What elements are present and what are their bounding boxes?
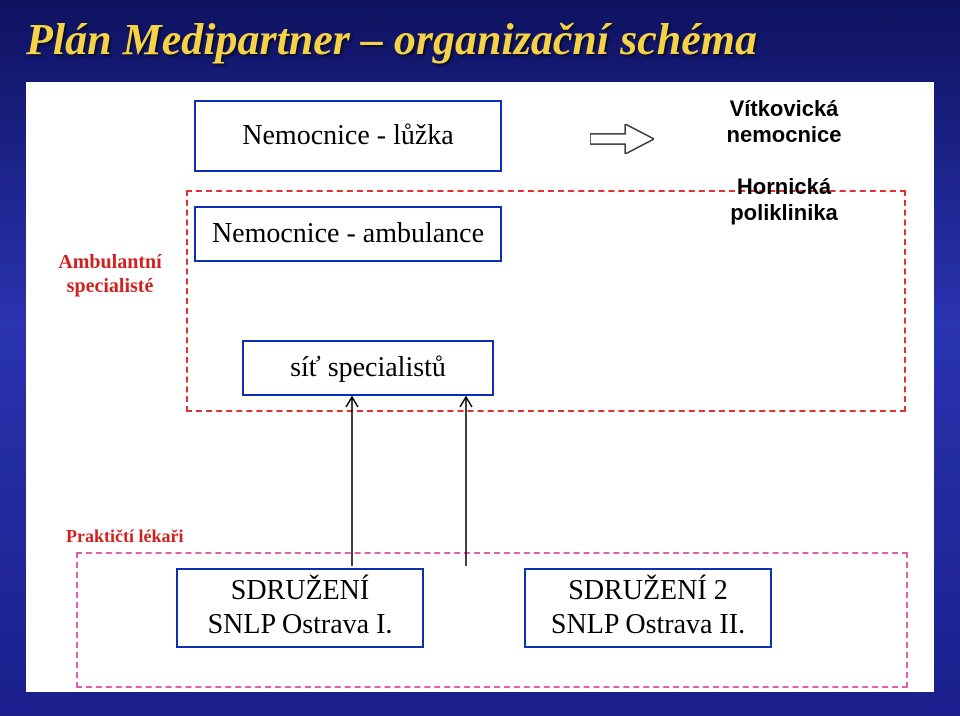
- label-ambulantni-specialiste: Ambulantní specialisté: [40, 250, 180, 298]
- text-sdruzeni-1-line2: SNLP Ostrava I.: [208, 609, 393, 640]
- box-nemocnice-ambulance: Nemocnice - ambulance: [194, 206, 502, 262]
- box-sit-specialistu: síť specialistů: [242, 340, 494, 396]
- text-vitkovicka-line1: Vítkovická: [730, 96, 839, 121]
- text-ambulantni-line2: specialisté: [67, 275, 154, 297]
- arrow-icon: [590, 124, 654, 154]
- label-nemocnice-ambulance: Nemocnice - ambulance: [212, 217, 484, 251]
- text-ambulantni-line1: Ambulantní: [58, 251, 161, 273]
- text-hornicka-line2: poliklinika: [730, 200, 838, 225]
- slide: Plán Medipartner – organizační schéma Ne…: [0, 0, 960, 716]
- label-nemocnice-luzka: Nemocnice - lůžka: [242, 119, 453, 153]
- slide-title: Plán Medipartner – organizační schéma: [26, 14, 757, 65]
- text-sdruzeni-1-line1: SDRUŽENÍ: [231, 575, 369, 606]
- label-vitkovicka-nemocnice: Vítkovická nemocnice: [684, 96, 884, 149]
- label-sdruzeni-1: SDRUŽENÍ SNLP Ostrava I.: [208, 574, 393, 641]
- label-sdruzeni-2: SDRUŽENÍ 2 SNLP Ostrava II.: [551, 574, 745, 641]
- box-nemocnice-luzka: Nemocnice - lůžka: [194, 100, 502, 172]
- label-sit-specialistu: síť specialistů: [290, 352, 446, 384]
- text-vitkovicka-line2: nemocnice: [727, 122, 842, 147]
- box-sdruzeni-2: SDRUŽENÍ 2 SNLP Ostrava II.: [524, 568, 772, 648]
- label-hornicka-poliklinika: Hornická poliklinika: [684, 174, 884, 227]
- text-sdruzeni-2-line1: SDRUŽENÍ 2: [568, 575, 727, 606]
- label-prakticti-lekari: Praktičtí lékaři: [66, 526, 246, 548]
- box-sdruzeni-1: SDRUŽENÍ SNLP Ostrava I.: [176, 568, 424, 648]
- text-sdruzeni-2-line2: SNLP Ostrava II.: [551, 609, 745, 640]
- text-hornicka-line1: Hornická: [737, 174, 831, 199]
- content-panel: Nemocnice - lůžka Nemocnice - ambulance …: [26, 82, 934, 692]
